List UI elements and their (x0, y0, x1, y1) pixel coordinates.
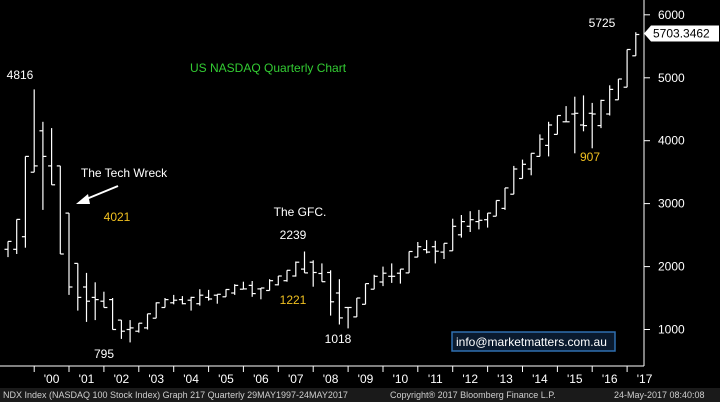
x-tick-label-'08: '08 (323, 372, 339, 386)
annotation-4816: 4816 (7, 68, 34, 82)
last-price-label: 5703.3462 (653, 27, 710, 41)
footer-right: 24-May-2017 08:40:08 (614, 390, 705, 400)
x-tick-label-'04: '04 (183, 372, 199, 386)
x-tick-label-'00: '00 (44, 372, 60, 386)
x-tick-label-'02: '02 (114, 372, 130, 386)
watermark-box: info@marketmatters.com.au (451, 331, 616, 352)
x-tick-label-'17: '17 (637, 372, 653, 386)
annotation-5725: 5725 (589, 16, 616, 30)
x-tick-label-'12: '12 (462, 372, 478, 386)
annotation-1221: 1221 (280, 293, 307, 307)
x-tick-label-'14: '14 (532, 372, 548, 386)
annotations: 4816 The Tech Wreck 4021 795 The GFC. 2239 122… (7, 16, 616, 361)
annotation-795: 795 (94, 347, 114, 361)
last-price-box (644, 25, 719, 42)
axes: 1000 2000 3000 4000 5000 6000 5703.3462 '00 '01 '… (0, 0, 719, 386)
x-tick-label-'11: '11 (428, 372, 443, 386)
tech-wreck-arrow (76, 185, 119, 204)
annotation-2239: 2239 (280, 228, 307, 242)
y-tick-label-6000: 6000 (658, 8, 685, 22)
footer-center: Copyright® 2017 Bloomberg Finance L.P. (390, 390, 556, 400)
ohlc-bars (4, 32, 640, 343)
x-tick-label-'16: '16 (602, 372, 618, 386)
watermark-text: info@marketmatters.com.au (456, 335, 607, 349)
x-tick-label-'01: '01 (79, 372, 95, 386)
annotation-4021: 4021 (104, 210, 131, 224)
x-tick-label-'15: '15 (567, 372, 583, 386)
annotation-the-gfc-: The GFC. (274, 205, 327, 219)
y-tick-label-1000: 1000 (658, 323, 685, 337)
x-tick-label-'10: '10 (393, 372, 409, 386)
annotation-1018: 1018 (325, 332, 352, 346)
plot-background (0, 0, 720, 388)
x-tick-label-'05: '05 (218, 372, 234, 386)
y-tick-label-5000: 5000 (658, 71, 685, 85)
annotation-907: 907 (580, 150, 600, 164)
x-tick-label-'06: '06 (253, 372, 269, 386)
annotation-the-tech-wreck: The Tech Wreck (81, 166, 168, 180)
y-tick-label-3000: 3000 (658, 197, 685, 211)
x-tick-label-'03: '03 (148, 372, 164, 386)
footer-left: NDX Index (NASDAQ 100 Stock Index) Graph… (3, 390, 348, 400)
x-tick-label-'13: '13 (497, 372, 513, 386)
x-tick-label-'09: '09 (358, 372, 374, 386)
chart-title: US NASDAQ Quarterly Chart (190, 61, 347, 75)
x-tick-label-'07: '07 (288, 372, 304, 386)
y-tick-label-2000: 2000 (658, 260, 685, 274)
y-tick-label-4000: 4000 (658, 134, 685, 148)
bloomberg-footer: NDX Index (NASDAQ 100 Stock Index) Graph… (0, 388, 720, 402)
